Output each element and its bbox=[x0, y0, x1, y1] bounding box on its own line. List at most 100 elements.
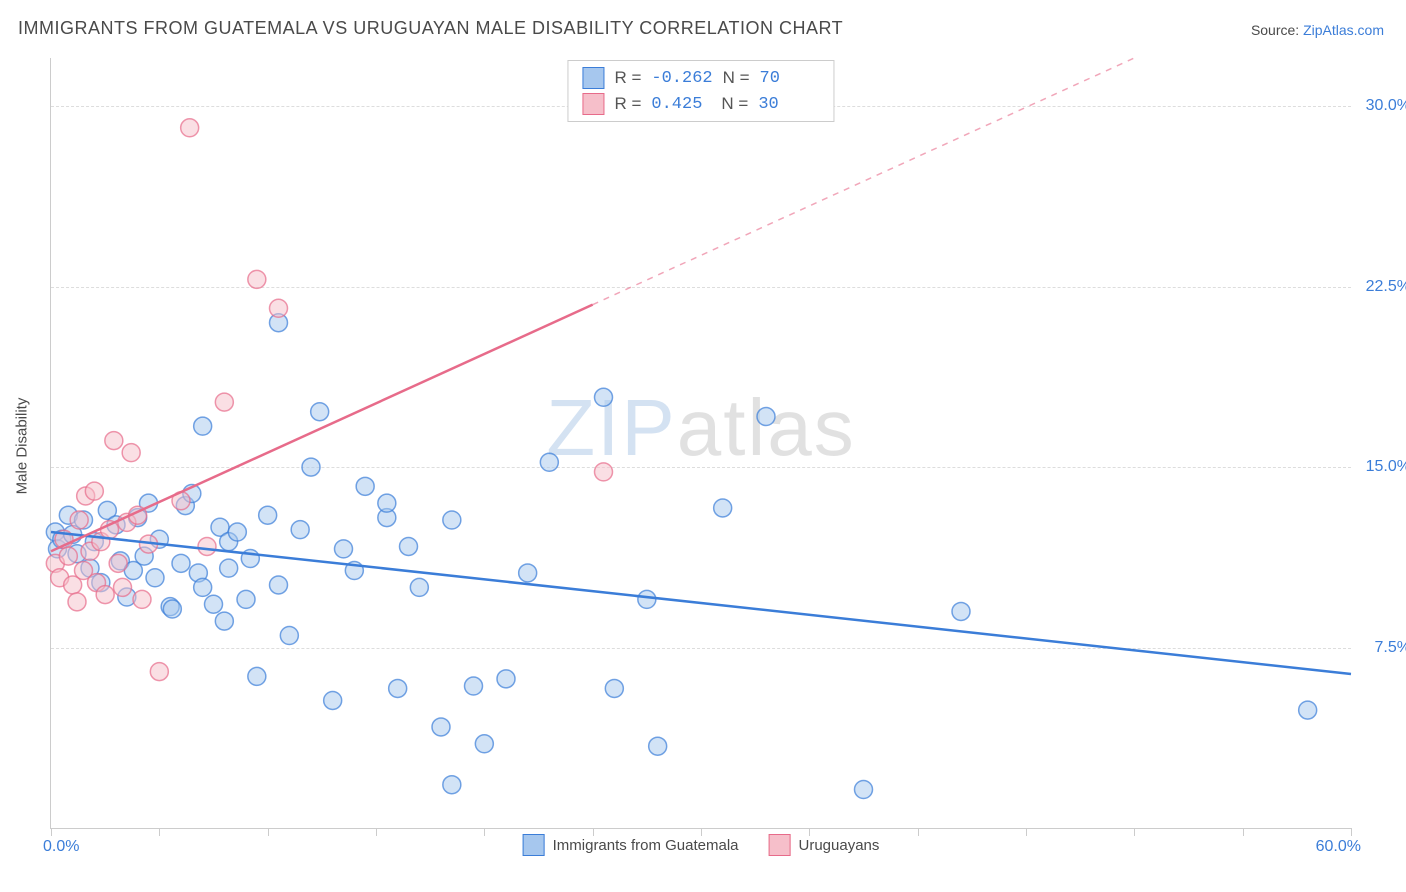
bottom-legend-item: Uruguayans bbox=[769, 834, 880, 856]
scatter-point bbox=[443, 511, 461, 529]
scatter-point bbox=[109, 554, 127, 572]
scatter-point bbox=[519, 564, 537, 582]
stat-r-value: -0.262 bbox=[651, 69, 712, 88]
legend-swatch bbox=[582, 93, 604, 115]
scatter-point bbox=[220, 559, 238, 577]
scatter-point bbox=[714, 499, 732, 517]
source-attribution: Source: ZipAtlas.com bbox=[1251, 22, 1384, 38]
scatter-point bbox=[432, 718, 450, 736]
source-label: Source: bbox=[1251, 22, 1299, 38]
scatter-point bbox=[605, 679, 623, 697]
legend-label: Uruguayans bbox=[799, 837, 880, 854]
x-tick bbox=[376, 828, 377, 836]
stat-r-label: R = bbox=[614, 94, 641, 114]
scatter-point bbox=[475, 735, 493, 753]
scatter-point bbox=[172, 554, 190, 572]
legend-swatch bbox=[523, 834, 545, 856]
scatter-point bbox=[259, 506, 277, 524]
x-axis-min-label: 0.0% bbox=[43, 838, 79, 856]
scatter-point bbox=[302, 458, 320, 476]
scatter-point bbox=[311, 403, 329, 421]
scatter-point bbox=[291, 521, 309, 539]
y-tick-label: 15.0% bbox=[1366, 458, 1406, 476]
scatter-point bbox=[237, 590, 255, 608]
scatter-point bbox=[952, 602, 970, 620]
scatter-point bbox=[146, 569, 164, 587]
chart-title: IMMIGRANTS FROM GUATEMALA VS URUGUAYAN M… bbox=[18, 18, 843, 39]
scatter-point bbox=[85, 482, 103, 500]
scatter-point bbox=[389, 679, 407, 697]
scatter-point bbox=[400, 537, 418, 555]
scatter-point bbox=[1299, 701, 1317, 719]
scatter-point bbox=[595, 388, 613, 406]
scatter-point bbox=[410, 578, 428, 596]
scatter-point bbox=[150, 663, 168, 681]
scatter-point bbox=[324, 691, 342, 709]
stat-n-value: 30 bbox=[758, 95, 818, 114]
scatter-point bbox=[228, 523, 246, 541]
scatter-point bbox=[59, 547, 77, 565]
x-tick bbox=[51, 828, 52, 836]
scatter-point bbox=[280, 627, 298, 645]
x-axis-max-label: 60.0% bbox=[1316, 838, 1361, 856]
y-tick-label: 22.5% bbox=[1366, 278, 1406, 296]
stat-r-value: 0.425 bbox=[651, 95, 711, 114]
scatter-point bbox=[194, 417, 212, 435]
stats-legend-box: R = -0.262 N = 70 R = 0.425 N = 30 bbox=[567, 60, 834, 122]
stat-n-label: N = bbox=[721, 94, 748, 114]
y-axis-label: Male Disability bbox=[14, 398, 31, 495]
scatter-point bbox=[270, 299, 288, 317]
scatter-point bbox=[205, 595, 223, 613]
plot-area: ZIPatlas 7.5%15.0%22.5%30.0% 0.0% 60.0% … bbox=[50, 58, 1351, 829]
scatter-point bbox=[198, 537, 216, 555]
scatter-point bbox=[465, 677, 483, 695]
bottom-legend-item: Immigrants from Guatemala bbox=[523, 834, 739, 856]
stat-r-label: R = bbox=[614, 68, 641, 88]
scatter-point bbox=[181, 119, 199, 137]
x-tick bbox=[484, 828, 485, 836]
x-tick bbox=[1351, 828, 1352, 836]
x-tick bbox=[1026, 828, 1027, 836]
scatter-point bbox=[248, 667, 266, 685]
scatter-point bbox=[215, 612, 233, 630]
scatter-point bbox=[248, 270, 266, 288]
x-tick bbox=[1134, 828, 1135, 836]
trend-line bbox=[51, 305, 593, 552]
scatter-point bbox=[122, 444, 140, 462]
legend-swatch bbox=[769, 834, 791, 856]
scatter-point bbox=[757, 408, 775, 426]
scatter-point bbox=[497, 670, 515, 688]
scatter-point bbox=[649, 737, 667, 755]
legend-swatch bbox=[582, 67, 604, 89]
x-tick bbox=[918, 828, 919, 836]
x-tick bbox=[1243, 828, 1244, 836]
scatter-point bbox=[356, 477, 374, 495]
source-link[interactable]: ZipAtlas.com bbox=[1303, 22, 1384, 38]
y-tick-label: 30.0% bbox=[1366, 97, 1406, 115]
stat-n-value: 70 bbox=[760, 69, 820, 88]
scatter-point bbox=[638, 590, 656, 608]
scatter-point bbox=[855, 781, 873, 799]
scatter-point bbox=[105, 432, 123, 450]
scatter-point bbox=[70, 511, 88, 529]
scatter-point bbox=[163, 600, 181, 618]
stats-row: R = -0.262 N = 70 bbox=[582, 67, 819, 89]
scatter-point bbox=[335, 540, 353, 558]
scatter-point bbox=[68, 593, 86, 611]
scatter-point bbox=[443, 776, 461, 794]
scatter-point bbox=[215, 393, 233, 411]
scatter-point bbox=[133, 590, 151, 608]
x-tick bbox=[268, 828, 269, 836]
scatter-point bbox=[96, 586, 114, 604]
scatter-point bbox=[540, 453, 558, 471]
scatter-point bbox=[114, 578, 132, 596]
scatter-point bbox=[270, 576, 288, 594]
x-tick bbox=[159, 828, 160, 836]
y-tick-label: 7.5% bbox=[1375, 639, 1406, 657]
bottom-legend: Immigrants from Guatemala Uruguayans bbox=[523, 834, 880, 856]
scatter-point bbox=[194, 578, 212, 596]
scatter-point bbox=[595, 463, 613, 481]
stat-n-label: N = bbox=[723, 68, 750, 88]
stats-row: R = 0.425 N = 30 bbox=[582, 93, 819, 115]
legend-label: Immigrants from Guatemala bbox=[553, 837, 739, 854]
